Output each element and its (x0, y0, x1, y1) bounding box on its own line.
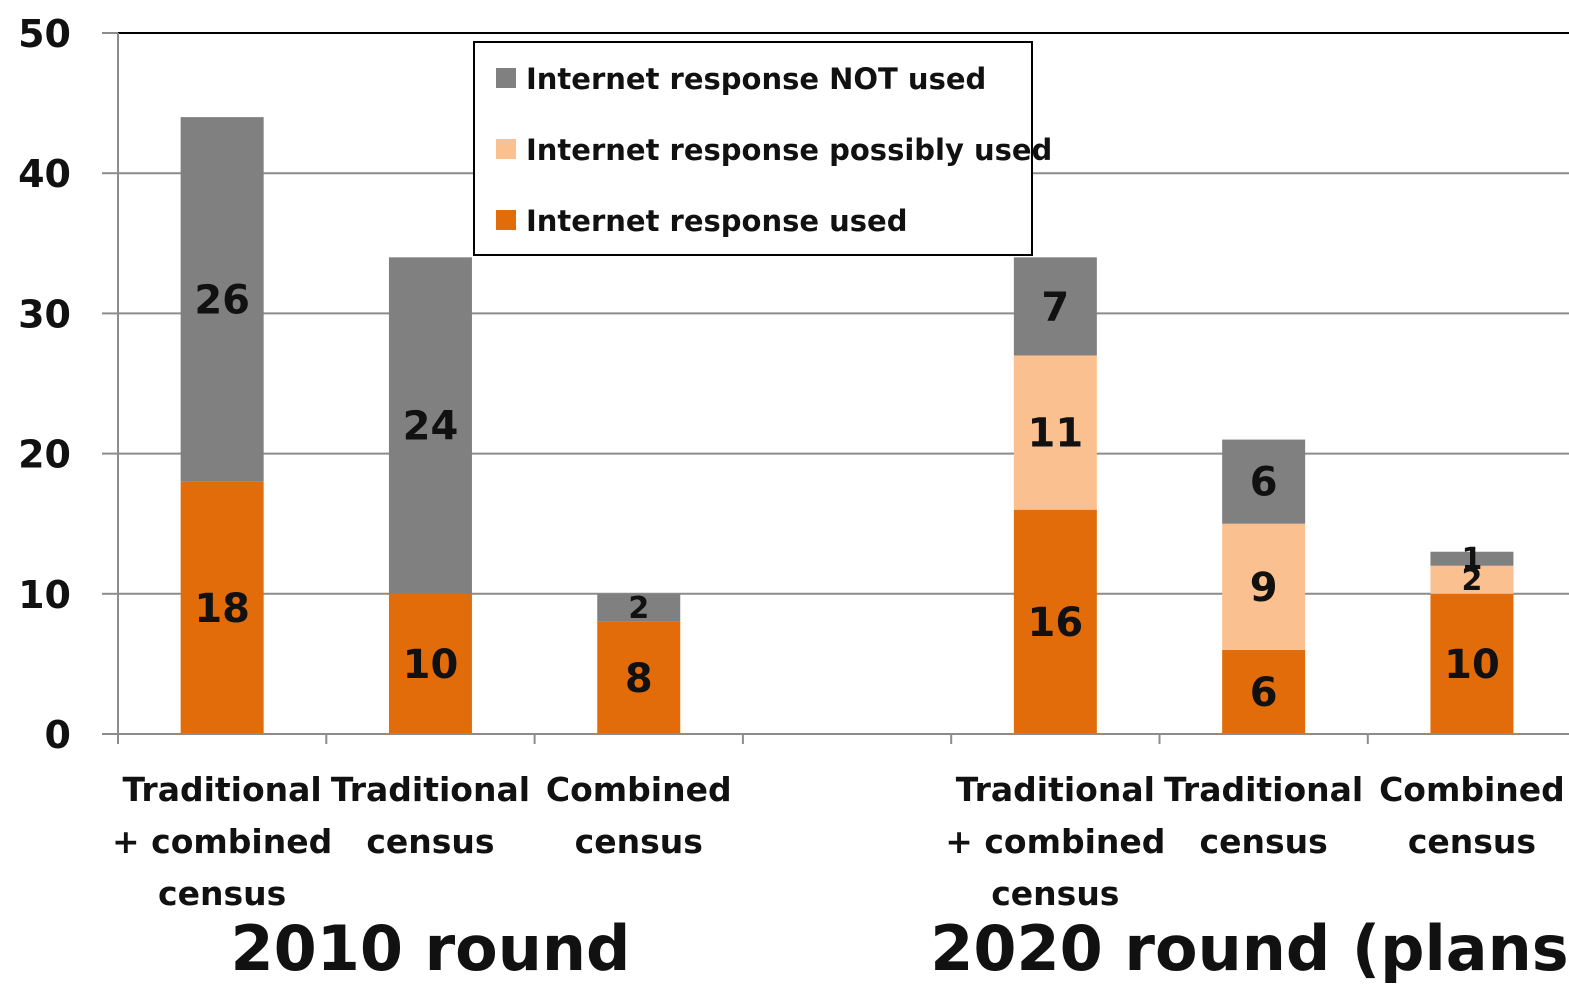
category-label: census (1200, 822, 1328, 861)
y-tick-labels: 0 10 20 30 40 50 (18, 12, 71, 757)
data-label: 6 (1250, 670, 1278, 716)
category-label: + combined (945, 822, 1165, 861)
bar-segment (1430, 565, 1514, 594)
y-tick-label: 30 (18, 292, 71, 336)
data-label: 1 (1462, 542, 1483, 577)
legend-label: Internet response used (526, 204, 907, 238)
group-label: 2010 round (230, 912, 630, 985)
bar-segment (1430, 551, 1514, 566)
data-label: 11 (1028, 411, 1084, 457)
category-label: census (1408, 822, 1536, 861)
bar-segment (1222, 649, 1306, 734)
legend-swatch (496, 210, 516, 230)
data-label: 26 (194, 277, 250, 323)
bar-segment (388, 257, 472, 594)
bar-segment (1222, 439, 1306, 524)
y-tick-label: 0 (45, 713, 71, 757)
y-tick-label: 40 (18, 152, 71, 196)
data-label: 2 (628, 591, 649, 626)
legend-label: Internet response NOT used (526, 62, 986, 96)
x-category-labels: Traditional + combined census Traditional ce… (112, 770, 1565, 913)
data-label: 6 (1250, 460, 1278, 506)
bar-segment (1013, 509, 1097, 734)
legend-swatch (496, 68, 516, 88)
bar-segment (1013, 355, 1097, 510)
data-label: 7 (1041, 284, 1069, 330)
legend-swatch (496, 139, 516, 159)
bar-segment (1430, 593, 1514, 734)
axes (102, 32, 1569, 744)
category-label: census (575, 822, 703, 861)
bar-segment (597, 593, 681, 622)
category-label: Combined (1379, 770, 1565, 809)
category-label: census (366, 822, 494, 861)
bar-segment (1222, 523, 1306, 650)
category-label: census (991, 874, 1119, 913)
y-tick-label: 10 (18, 573, 71, 617)
category-label: Traditional (331, 770, 530, 809)
data-label: 18 (194, 586, 250, 632)
bar-segment (1013, 257, 1097, 356)
category-label: Combined (546, 770, 732, 809)
y-tick-label: 50 (18, 12, 71, 56)
group-label: 2020 round (plans) (930, 912, 1569, 985)
bar-segment (388, 593, 472, 734)
data-label: 24 (403, 404, 459, 450)
category-label: Traditional (956, 770, 1155, 809)
data-label: 8 (625, 656, 653, 702)
bar-segment (597, 621, 681, 734)
category-label: Traditional (123, 770, 322, 809)
data-label: 10 (1444, 642, 1500, 688)
category-label: + combined (112, 822, 332, 861)
legend-box (473, 41, 1033, 256)
data-label: 2 (1462, 563, 1483, 598)
grid-lines (118, 32, 1569, 595)
category-label: census (158, 874, 286, 913)
bar-segment (180, 481, 264, 734)
category-label: Traditional (1164, 770, 1363, 809)
group-labels: 2010 round 2020 round (plans) (230, 912, 1569, 985)
y-tick-label: 20 (18, 433, 71, 477)
legend: Internet response NOT used Internet respo… (473, 41, 1052, 256)
bar-segment (180, 117, 264, 482)
data-label: 9 (1250, 565, 1278, 611)
legend-label: Internet response possibly used (526, 133, 1052, 167)
data-label: 10 (403, 642, 459, 688)
data-label: 16 (1028, 600, 1084, 646)
